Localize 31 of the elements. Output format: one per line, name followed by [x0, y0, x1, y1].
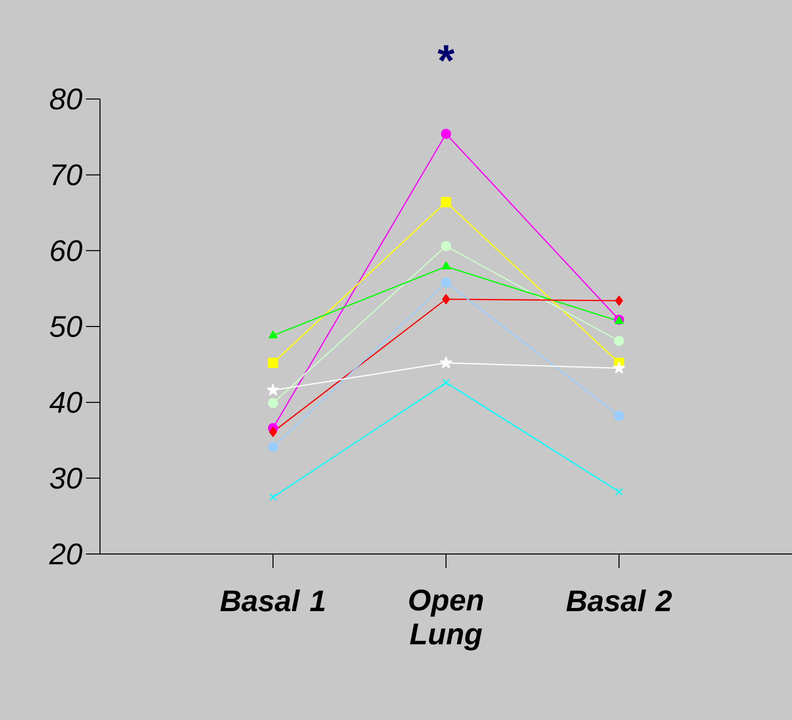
text: *	[438, 45, 454, 62]
point	[268, 442, 278, 452]
point	[614, 336, 624, 346]
point	[440, 128, 452, 139]
point	[268, 398, 278, 408]
x-tick-label: Basal 1	[220, 590, 325, 612]
y-tick-label: 60	[50, 240, 82, 262]
point	[440, 277, 452, 288]
y-tick-label: 30	[50, 468, 82, 489]
point	[614, 410, 624, 422]
point	[442, 261, 450, 270]
point	[615, 488, 623, 496]
point	[442, 378, 450, 386]
y-tick-label: 70	[52, 164, 82, 186]
point	[440, 197, 452, 208]
x-tick-label: Basal 2	[566, 590, 672, 612]
point	[269, 426, 277, 437]
y-tick-label: 80	[50, 88, 82, 110]
y-tick-label: 40	[49, 392, 82, 413]
y-tick-label: 50	[50, 316, 82, 338]
point	[615, 296, 623, 306]
point	[268, 330, 278, 338]
point	[269, 493, 277, 501]
point	[440, 356, 452, 368]
point	[440, 241, 452, 252]
point	[268, 358, 278, 368]
y-tick-label: 20	[49, 543, 82, 565]
point	[612, 362, 626, 374]
point	[266, 384, 280, 396]
point	[442, 294, 450, 304]
x-tick-label: Open Lung	[409, 590, 483, 650]
